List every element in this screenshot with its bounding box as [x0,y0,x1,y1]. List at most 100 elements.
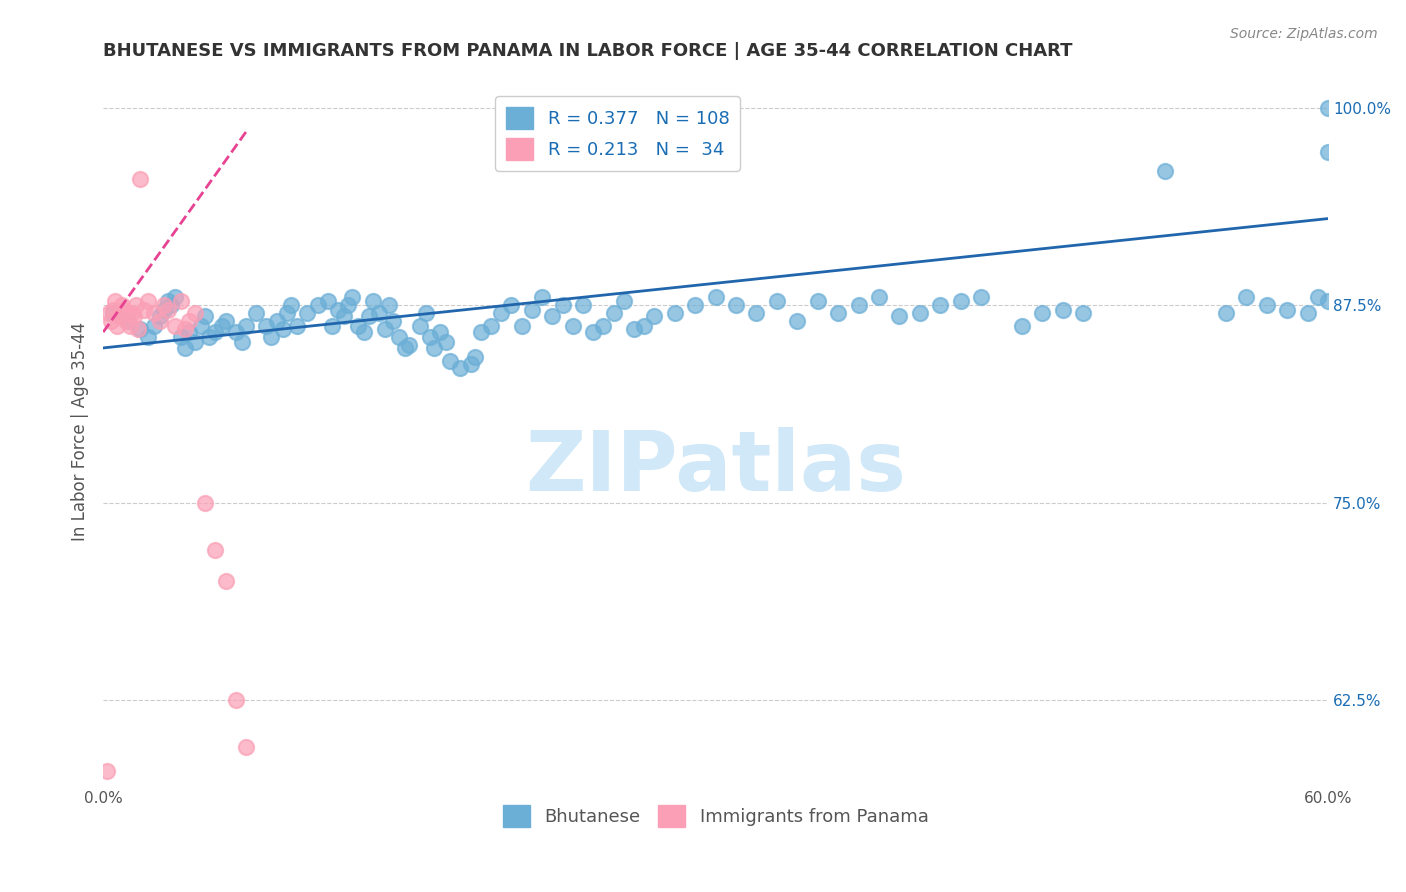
Point [572,298,595,312]
Point [333,310,356,324]
Point [307,298,329,312]
Point [245,306,267,320]
Point [643,310,665,324]
Point [929,298,952,312]
Point [163,290,186,304]
Point [382,314,405,328]
Point [367,306,389,320]
Point [153,298,176,312]
Point [157,293,180,308]
Point [398,338,420,352]
Point [592,318,614,333]
Point [122,310,145,324]
Point [664,306,686,320]
Point [170,293,193,308]
Point [235,318,257,333]
Point [633,318,655,333]
Point [149,310,172,324]
Point [276,306,298,320]
Point [1306,290,1329,304]
Point [225,325,247,339]
Point [683,298,706,312]
Point [157,303,180,318]
Point [108,310,131,324]
Point [98,795,121,809]
Point [1011,318,1033,333]
Point [613,293,636,308]
Point [1317,101,1340,115]
Point [117,306,139,320]
Point [184,334,207,349]
Point [149,314,172,328]
Point [374,322,396,336]
Point [766,293,789,308]
Point [889,310,911,324]
Point [561,318,583,333]
Point [1317,145,1340,160]
Point [112,303,135,318]
Point [177,325,200,339]
Point [531,290,554,304]
Point [361,293,384,308]
Legend: Bhutanese, Immigrants from Panama: Bhutanese, Immigrants from Panama [495,797,936,834]
Point [321,318,343,333]
Point [316,293,339,308]
Text: Source: ZipAtlas.com: Source: ZipAtlas.com [1230,27,1378,41]
Point [582,325,605,339]
Point [204,542,226,557]
Point [256,318,278,333]
Point [190,318,212,333]
Point [464,351,486,365]
Point [807,293,830,308]
Point [184,306,207,320]
Text: ZIPatlas: ZIPatlas [524,426,905,508]
Point [347,318,370,333]
Point [623,322,645,336]
Point [285,318,308,333]
Point [114,314,136,328]
Point [170,330,193,344]
Point [949,293,972,308]
Point [118,318,141,333]
Point [136,330,159,344]
Point [1317,293,1340,308]
Point [970,290,993,304]
Point [1277,303,1299,318]
Point [353,325,375,339]
Point [117,314,139,328]
Point [520,303,543,318]
Point [173,322,195,336]
Point [786,314,808,328]
Point [423,341,446,355]
Point [103,303,125,318]
Point [127,322,149,336]
Point [827,306,849,320]
Point [434,334,457,349]
Point [1236,290,1258,304]
Point [419,330,441,344]
Point [1071,306,1094,320]
Point [491,306,513,320]
Point [231,334,253,349]
Point [198,330,221,344]
Point [235,739,257,754]
Point [908,306,931,320]
Point [143,306,166,320]
Point [326,303,349,318]
Point [107,318,129,333]
Point [194,495,217,509]
Point [429,325,451,339]
Point [211,318,233,333]
Point [1215,306,1237,320]
Point [848,298,870,312]
Point [510,318,533,333]
Point [501,298,523,312]
Point [449,361,471,376]
Point [259,330,281,344]
Point [1052,303,1074,318]
Point [439,353,461,368]
Point [704,290,727,304]
Point [868,290,890,304]
Point [266,314,288,328]
Point [194,310,217,324]
